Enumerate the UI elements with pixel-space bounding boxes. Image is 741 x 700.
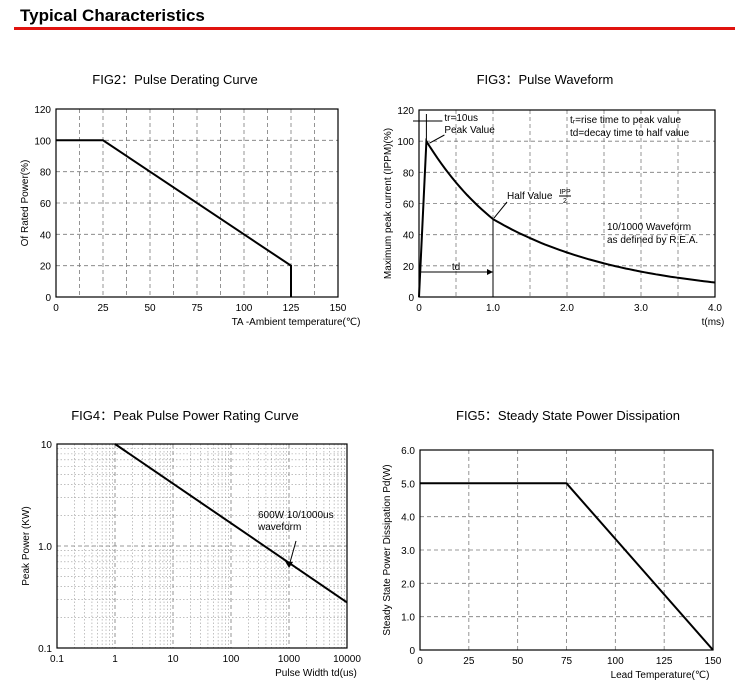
fig5-y-tick-label: 0 [409, 646, 415, 657]
fig5-x-tick-label: 150 [705, 656, 722, 667]
fig3-y-tick-label: 20 [403, 262, 415, 273]
fig4-plot-frame [56, 443, 348, 649]
fig4-y-tick-label: 10 [41, 440, 53, 451]
fig4-x-tick-label: 10 [167, 654, 179, 665]
fig3-chart: FIG3：Pulse Waveform 0 1.0 2.0 3.0 4.0 0 20 40 60 8… [383, 72, 724, 328]
fig4-x-tick-label: 100 [223, 654, 240, 665]
fig3-x-axis-label: t(ms) [702, 317, 725, 328]
fig2-x-tick-label: 75 [191, 303, 203, 314]
fig3-x-tick-label: 0 [416, 303, 422, 314]
fig2-y-tick-label: 20 [40, 262, 52, 273]
fig5-series-line [420, 482, 714, 651]
fig4-chart: FIG4：Peak Pulse Power Rating Curve 0.1 1 10… [21, 408, 361, 679]
fig2-y-axis-label: Of Rated Power(%) [20, 160, 31, 247]
fig2-title: FIG2：Pulse Derating Curve [92, 72, 257, 87]
fig4-series-line [114, 443, 348, 604]
fig2-plot-frame [55, 108, 339, 298]
fig4-x-tick-label: 1 [112, 654, 118, 665]
tr-label: tr=10us [444, 113, 478, 124]
fig4-x-tick-label: 0.1 [50, 654, 64, 665]
half-value-den: 2 [563, 198, 567, 205]
fig2-series-line [56, 139, 292, 297]
fig5-title: FIG5：Steady State Power Dissipation [456, 408, 680, 423]
fig5-y-axis-label: Steady State Power Dissipation Pd(W) [382, 464, 393, 635]
fig2-x-tick-label: 50 [144, 303, 156, 314]
fig3-y-tick-label: 80 [403, 168, 415, 179]
fig5-plot-frame [419, 449, 714, 651]
decay-time-legend: td=decay time to half value [570, 128, 690, 139]
section-title: Typical Characteristics [20, 6, 205, 25]
fig5-y-tick-label: 1.0 [401, 613, 415, 624]
fig5-x-tick-label: 125 [656, 656, 673, 667]
fig5-x-axis-label: Lead Temperature(℃) [611, 670, 710, 681]
fig3-x-tick-label: 3.0 [634, 303, 648, 314]
fig2-x-tick-label: 0 [53, 303, 59, 314]
fig2-y-tick-label: 40 [40, 230, 52, 241]
fig3-plot-frame [418, 109, 716, 298]
td-arrow-head [487, 269, 493, 275]
waveform-label-1: 10/1000 Waveform [607, 222, 691, 233]
fig4-curve-label-2: waveform [257, 522, 301, 533]
fig3-y-tick-label: 60 [403, 200, 415, 211]
fig4-x-axis-label: Pulse Width td(us) [275, 668, 357, 679]
fig4-leader-arrow [285, 561, 293, 568]
waveform-label-2: as defined by R.E.A. [607, 235, 698, 246]
fig3-title: FIG3：Pulse Waveform [477, 72, 614, 87]
fig3-y-tick-label: 40 [403, 231, 415, 242]
rise-time-legend: tᵣ=rise time to peak value [570, 115, 682, 126]
fig3-y-tick-label: 100 [397, 137, 414, 148]
half-value-leader [493, 201, 508, 219]
fig2-x-axis-label: TA -Ambient temperature(℃) [232, 317, 361, 328]
peak-value-leader [429, 134, 445, 144]
fig2-x-tick-label: 25 [97, 303, 109, 314]
fig4-curve-label-1: 600W 10/1000us [258, 510, 334, 521]
fig5-x-tick-label: 50 [512, 656, 524, 667]
fig2-x-tick-label: 125 [283, 303, 300, 314]
title-rule [14, 27, 735, 30]
fig2-y-tick-label: 100 [34, 136, 51, 147]
fig2-x-tick-label: 150 [330, 303, 347, 314]
fig4-x-tick-label: 1000 [278, 654, 301, 665]
fig4-y-tick-label: 0.1 [38, 644, 52, 655]
half-value-num: IPP [559, 189, 571, 196]
fig5-x-tick-label: 0 [417, 656, 423, 667]
fig5-y-tick-label: 2.0 [401, 579, 415, 590]
fig5-y-tick-label: 6.0 [401, 446, 415, 457]
fig4-y-tick-label: 1.0 [38, 542, 52, 553]
peak-value-label: Peak Value [444, 125, 495, 136]
fig3-x-tick-label: 2.0 [560, 303, 574, 314]
fig3-series-line [418, 137, 716, 298]
fig5-y-tick-label: 4.0 [401, 513, 415, 524]
fig2-y-tick-label: 60 [40, 199, 52, 210]
fig3-y-axis-label: Maximum peak current (IPPM)(%) [383, 128, 394, 279]
fig5-y-tick-label: 5.0 [401, 479, 415, 490]
half-value-label: Half Value [507, 191, 553, 202]
fig2-chart: FIG2：Pulse Derating Curve 0 25 50 75 100 125 15… [20, 72, 360, 328]
fig5-x-tick-label: 25 [463, 656, 475, 667]
fig5-chart: FIG5：Steady State Power Dissipation 0 25 50… [382, 408, 722, 681]
fig3-y-tick-label: 120 [397, 106, 414, 117]
fig2-y-tick-label: 120 [34, 105, 51, 116]
fig3-y-tick-label: 0 [408, 293, 414, 304]
fig4-y-axis-label: Peak Power (KW) [21, 506, 32, 585]
fig4-x-tick-label: 10000 [333, 654, 361, 665]
fig4-title: FIG4：Peak Pulse Power Rating Curve [71, 408, 299, 423]
fig2-y-tick-label: 80 [40, 168, 52, 179]
fig3-x-tick-label: 1.0 [486, 303, 500, 314]
td-label: td [452, 262, 460, 273]
fig2-x-tick-label: 100 [236, 303, 253, 314]
fig5-x-tick-label: 75 [561, 656, 573, 667]
fig3-x-tick-label: 4.0 [708, 303, 722, 314]
fig5-y-tick-label: 3.0 [401, 546, 415, 557]
fig2-y-tick-label: 0 [45, 293, 51, 304]
fig5-x-tick-label: 100 [607, 656, 624, 667]
